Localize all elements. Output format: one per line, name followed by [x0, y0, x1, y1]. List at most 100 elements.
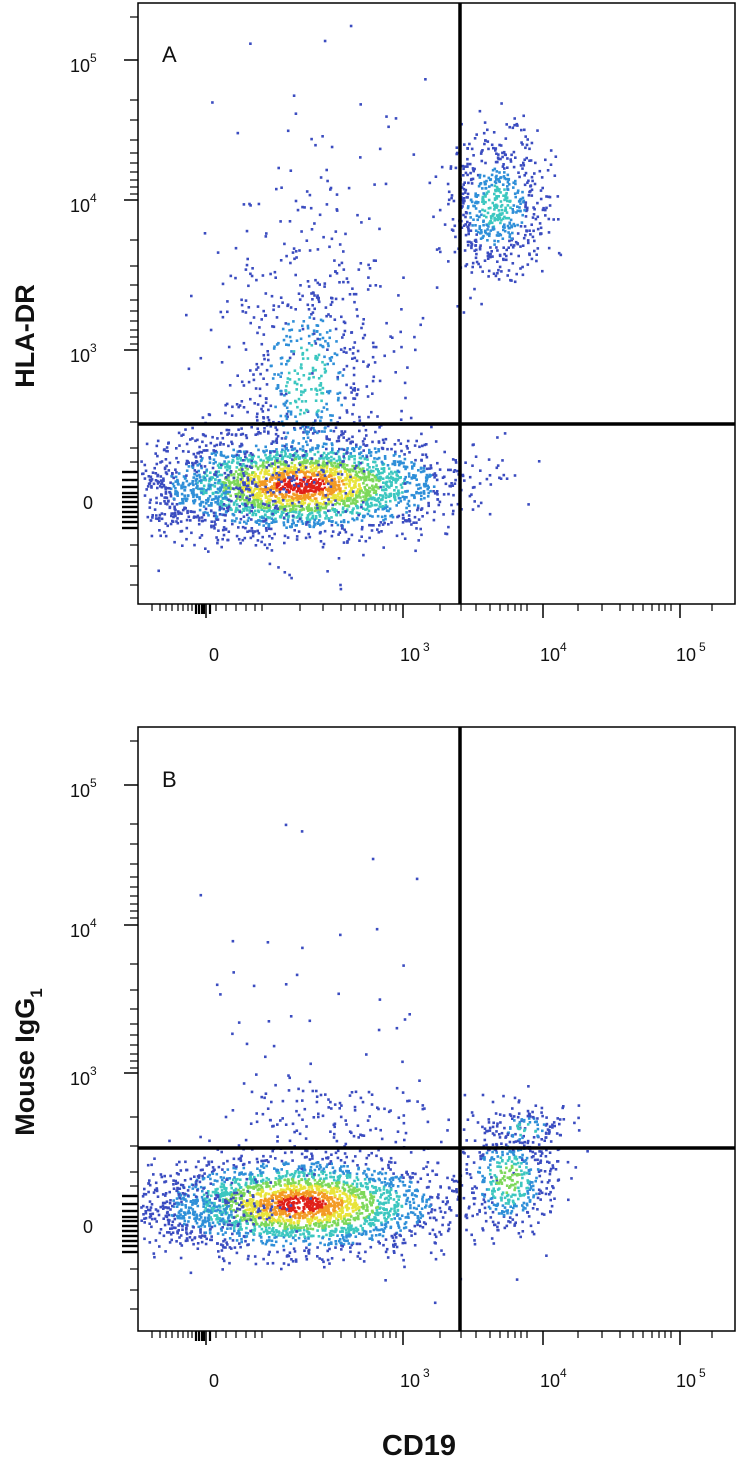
event-dot	[226, 1160, 229, 1163]
event-dot	[362, 318, 365, 321]
event-dot	[276, 451, 279, 454]
event-dot	[265, 527, 268, 530]
event-dot	[389, 493, 392, 496]
event-dot	[382, 439, 385, 442]
event-dot	[498, 181, 501, 184]
event-dot	[398, 497, 401, 500]
event-dot	[377, 508, 380, 511]
event-dot	[209, 461, 212, 464]
event-dot	[311, 512, 314, 515]
event-dot	[311, 372, 314, 375]
event-dot	[523, 158, 526, 161]
event-dot	[462, 214, 465, 217]
event-dot	[511, 208, 514, 211]
event-dot	[163, 500, 166, 503]
event-dot	[500, 205, 503, 208]
event-dot	[292, 320, 295, 323]
event-dot	[373, 461, 376, 464]
event-dot	[552, 218, 555, 221]
event-dot	[163, 449, 166, 452]
event-dot	[264, 446, 267, 449]
event-dot	[195, 456, 198, 459]
event-dot	[479, 110, 482, 113]
event-dot	[521, 167, 524, 170]
event-dot	[313, 429, 316, 432]
event-dot	[524, 234, 527, 237]
event-dot	[302, 391, 305, 394]
event-dot	[161, 512, 164, 515]
event-dot	[419, 324, 422, 327]
event-dot	[352, 404, 355, 407]
event-dot	[413, 153, 416, 156]
event-dot	[284, 571, 287, 574]
event-dot	[351, 357, 354, 360]
event-dot	[264, 486, 267, 489]
event-dot	[223, 503, 226, 506]
event-dot	[448, 191, 451, 194]
event-dot	[514, 196, 517, 199]
event-dot	[220, 546, 223, 549]
event-dot	[512, 186, 515, 189]
event-dot	[405, 507, 408, 510]
event-dot	[371, 529, 374, 532]
event-dot	[303, 412, 306, 415]
event-dot	[342, 460, 345, 463]
event-dot	[241, 468, 244, 471]
event-dot	[430, 426, 433, 429]
event-dot	[330, 500, 333, 503]
event-dot	[229, 465, 232, 468]
event-dot	[334, 473, 337, 476]
event-dot	[362, 443, 365, 446]
event-dot	[335, 340, 338, 343]
event-dot	[537, 216, 540, 219]
event-dot	[247, 479, 250, 482]
event-dot	[539, 232, 542, 235]
event-dot	[526, 181, 529, 184]
density-plot-a	[140, 25, 562, 591]
event-dot	[285, 436, 288, 439]
event-dot	[436, 462, 439, 465]
event-dot	[182, 450, 185, 453]
event-dot	[362, 476, 365, 479]
event-dot	[330, 516, 333, 519]
event-dot	[367, 364, 370, 367]
event-dot	[502, 165, 505, 168]
event-dot	[149, 501, 152, 504]
event-dot	[247, 476, 250, 479]
event-dot	[283, 1179, 286, 1182]
event-dot	[292, 519, 295, 522]
event-dot	[359, 156, 362, 159]
event-dot	[381, 462, 384, 465]
event-dot	[531, 142, 534, 145]
event-dot	[384, 1279, 387, 1282]
event-dot	[391, 472, 394, 475]
event-dot	[314, 279, 317, 282]
event-dot	[536, 129, 539, 132]
event-dot	[371, 474, 374, 477]
event-dot	[144, 494, 147, 497]
event-dot	[400, 346, 403, 349]
event-dot	[226, 311, 229, 314]
event-dot	[426, 456, 429, 459]
event-dot	[287, 536, 290, 539]
event-dot	[427, 485, 430, 488]
event-dot	[307, 325, 310, 328]
event-dot	[208, 456, 211, 459]
event-dot	[382, 448, 385, 451]
event-dot	[502, 183, 505, 186]
event-dot	[309, 477, 312, 480]
event-dot	[532, 236, 535, 239]
event-dot	[403, 453, 406, 456]
event-dot	[381, 516, 384, 519]
event-dot	[508, 217, 511, 220]
event-dot	[330, 1160, 333, 1163]
event-dot	[380, 1181, 383, 1184]
event-dot	[278, 474, 281, 477]
event-dot	[217, 518, 220, 521]
event-dot	[435, 440, 438, 443]
event-dot	[239, 484, 242, 487]
event-dot	[469, 163, 472, 166]
event-dot	[334, 318, 337, 321]
event-dot	[232, 449, 235, 452]
event-dot	[256, 332, 259, 335]
